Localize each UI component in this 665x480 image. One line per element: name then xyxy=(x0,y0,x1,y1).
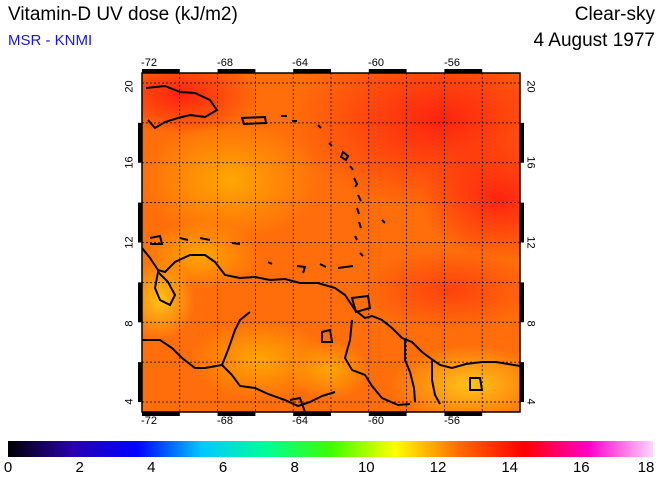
coastlines xyxy=(142,84,520,412)
colorbar-label: 16 xyxy=(572,459,590,476)
colorbar-label: 4 xyxy=(147,459,156,476)
frame-segment xyxy=(520,282,524,323)
frame-segment xyxy=(138,122,142,163)
frame-segment xyxy=(138,362,142,403)
frame-segment xyxy=(142,412,180,416)
lon-tick-bottom: -56 xyxy=(444,415,460,427)
lon-tick-bottom: -64 xyxy=(292,415,308,427)
lon-tick-top: -68 xyxy=(217,57,233,69)
lon-tick-top: -64 xyxy=(292,57,308,69)
page-title: Vitamin-D UV dose (kJ/m2) xyxy=(8,4,238,25)
frame-segment xyxy=(368,412,407,416)
colorbar-label: 8 xyxy=(290,459,299,476)
colorbar-label: 12 xyxy=(429,459,447,476)
frame-segment xyxy=(520,122,524,163)
frame-segment xyxy=(138,282,142,323)
frame-segment xyxy=(520,362,524,403)
colorbar-label: 0 xyxy=(3,459,13,476)
colorbar-label: 18 xyxy=(637,459,655,476)
lon-tick-top: -60 xyxy=(368,57,384,69)
lon-tick-top: -72 xyxy=(141,57,157,69)
map-frame-checker xyxy=(138,69,524,416)
lon-tick-top: -56 xyxy=(444,57,460,69)
frame-segment xyxy=(217,412,256,416)
lon-tick-bottom: -68 xyxy=(217,415,233,427)
colorbar-label: 14 xyxy=(501,459,519,476)
frame-segment xyxy=(368,69,407,73)
frame-segment xyxy=(293,69,331,73)
frame-segment xyxy=(520,202,524,243)
data-source-label: MSR - KNMI xyxy=(8,32,93,49)
frame-segment xyxy=(293,412,331,416)
colorbar-label: 6 xyxy=(218,459,228,476)
lon-tick-bottom: -72 xyxy=(141,415,157,427)
colorbar-label: 10 xyxy=(357,459,375,476)
lon-tick-bottom: -60 xyxy=(368,415,384,427)
colorbar-gradient xyxy=(8,441,653,457)
sky-condition-label: Clear-sky xyxy=(574,4,655,25)
frame-segment xyxy=(444,69,483,73)
frame-segment xyxy=(444,412,483,416)
date-label: 4 August 1977 xyxy=(533,30,656,51)
frame-segment xyxy=(142,69,180,73)
colorbar-label: 2 xyxy=(75,459,84,476)
frame-segment xyxy=(138,202,142,243)
frame-segment xyxy=(217,69,256,73)
